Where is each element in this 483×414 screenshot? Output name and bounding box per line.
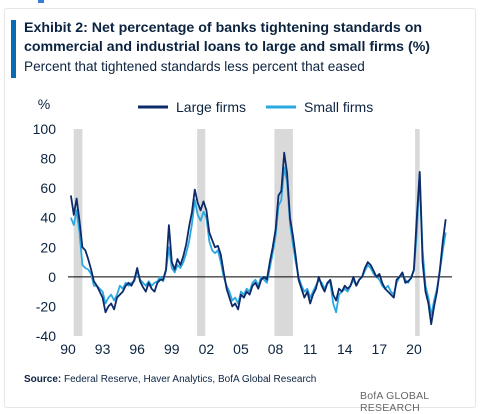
y-tick-label: -40 bbox=[36, 328, 56, 344]
x-tick-label: 11 bbox=[303, 341, 318, 357]
x-tick-label: 93 bbox=[95, 341, 111, 357]
exhibit-card bbox=[4, 8, 476, 408]
x-tick-label: 96 bbox=[129, 341, 145, 357]
x-tick-label: 90 bbox=[60, 341, 76, 357]
x-tick-label: 20 bbox=[406, 341, 422, 357]
x-tick-label: 02 bbox=[199, 341, 215, 357]
chart-axes: -40 -20 0 20 40 60 80 100% 90 93 96 99 02 05 08 11 14 17 2… bbox=[33, 96, 452, 357]
legend-label-large-firms: Large firms bbox=[176, 99, 246, 115]
source-note: Source: Federal Reserve, Haver Analytics… bbox=[24, 374, 316, 385]
top-strip-mark bbox=[38, 0, 44, 3]
y-tick-label: 80 bbox=[40, 151, 56, 167]
source-label: Source: bbox=[24, 374, 62, 385]
recession-band bbox=[197, 129, 206, 336]
y-tick-label: -20 bbox=[36, 298, 56, 314]
legend-label-small-firms: Small firms bbox=[304, 99, 373, 115]
top-strip bbox=[0, 0, 483, 10]
y-axis-label: % bbox=[38, 96, 50, 112]
x-tick-label: 17 bbox=[372, 341, 388, 357]
y-tick-label: 100 bbox=[33, 121, 57, 137]
y-tick-label: 60 bbox=[40, 180, 56, 196]
y-tick-label: 40 bbox=[40, 210, 56, 226]
recession-bands bbox=[73, 129, 420, 336]
series-line-large-firms bbox=[70, 151, 447, 326]
line-chart: -40 -20 0 20 40 60 80 100% 90 93 96 99 02 05 08 11 14 17 2… bbox=[33, 96, 452, 357]
brand-mark: BofA GLOBAL RESEARCH bbox=[360, 390, 429, 414]
x-tick-label: 99 bbox=[164, 341, 180, 357]
x-tick-label: 05 bbox=[233, 341, 249, 357]
exhibit-subtitle: Percent that tightened standards less pe… bbox=[24, 59, 365, 74]
chart-series bbox=[70, 151, 447, 326]
source-text: Federal Reserve, Haver Analytics, BofA G… bbox=[64, 374, 317, 385]
x-tick-label: 08 bbox=[268, 341, 284, 357]
title-accent-bar bbox=[11, 20, 16, 78]
y-tick-label: 20 bbox=[40, 239, 56, 255]
x-tick-label: 14 bbox=[337, 341, 353, 357]
chart-legend: Large firms Small firms bbox=[138, 99, 373, 115]
y-tick-label: 0 bbox=[48, 269, 56, 285]
exhibit-title: Exhibit 2: Net percentage of banks tight… bbox=[24, 20, 431, 55]
recession-band bbox=[73, 129, 83, 336]
